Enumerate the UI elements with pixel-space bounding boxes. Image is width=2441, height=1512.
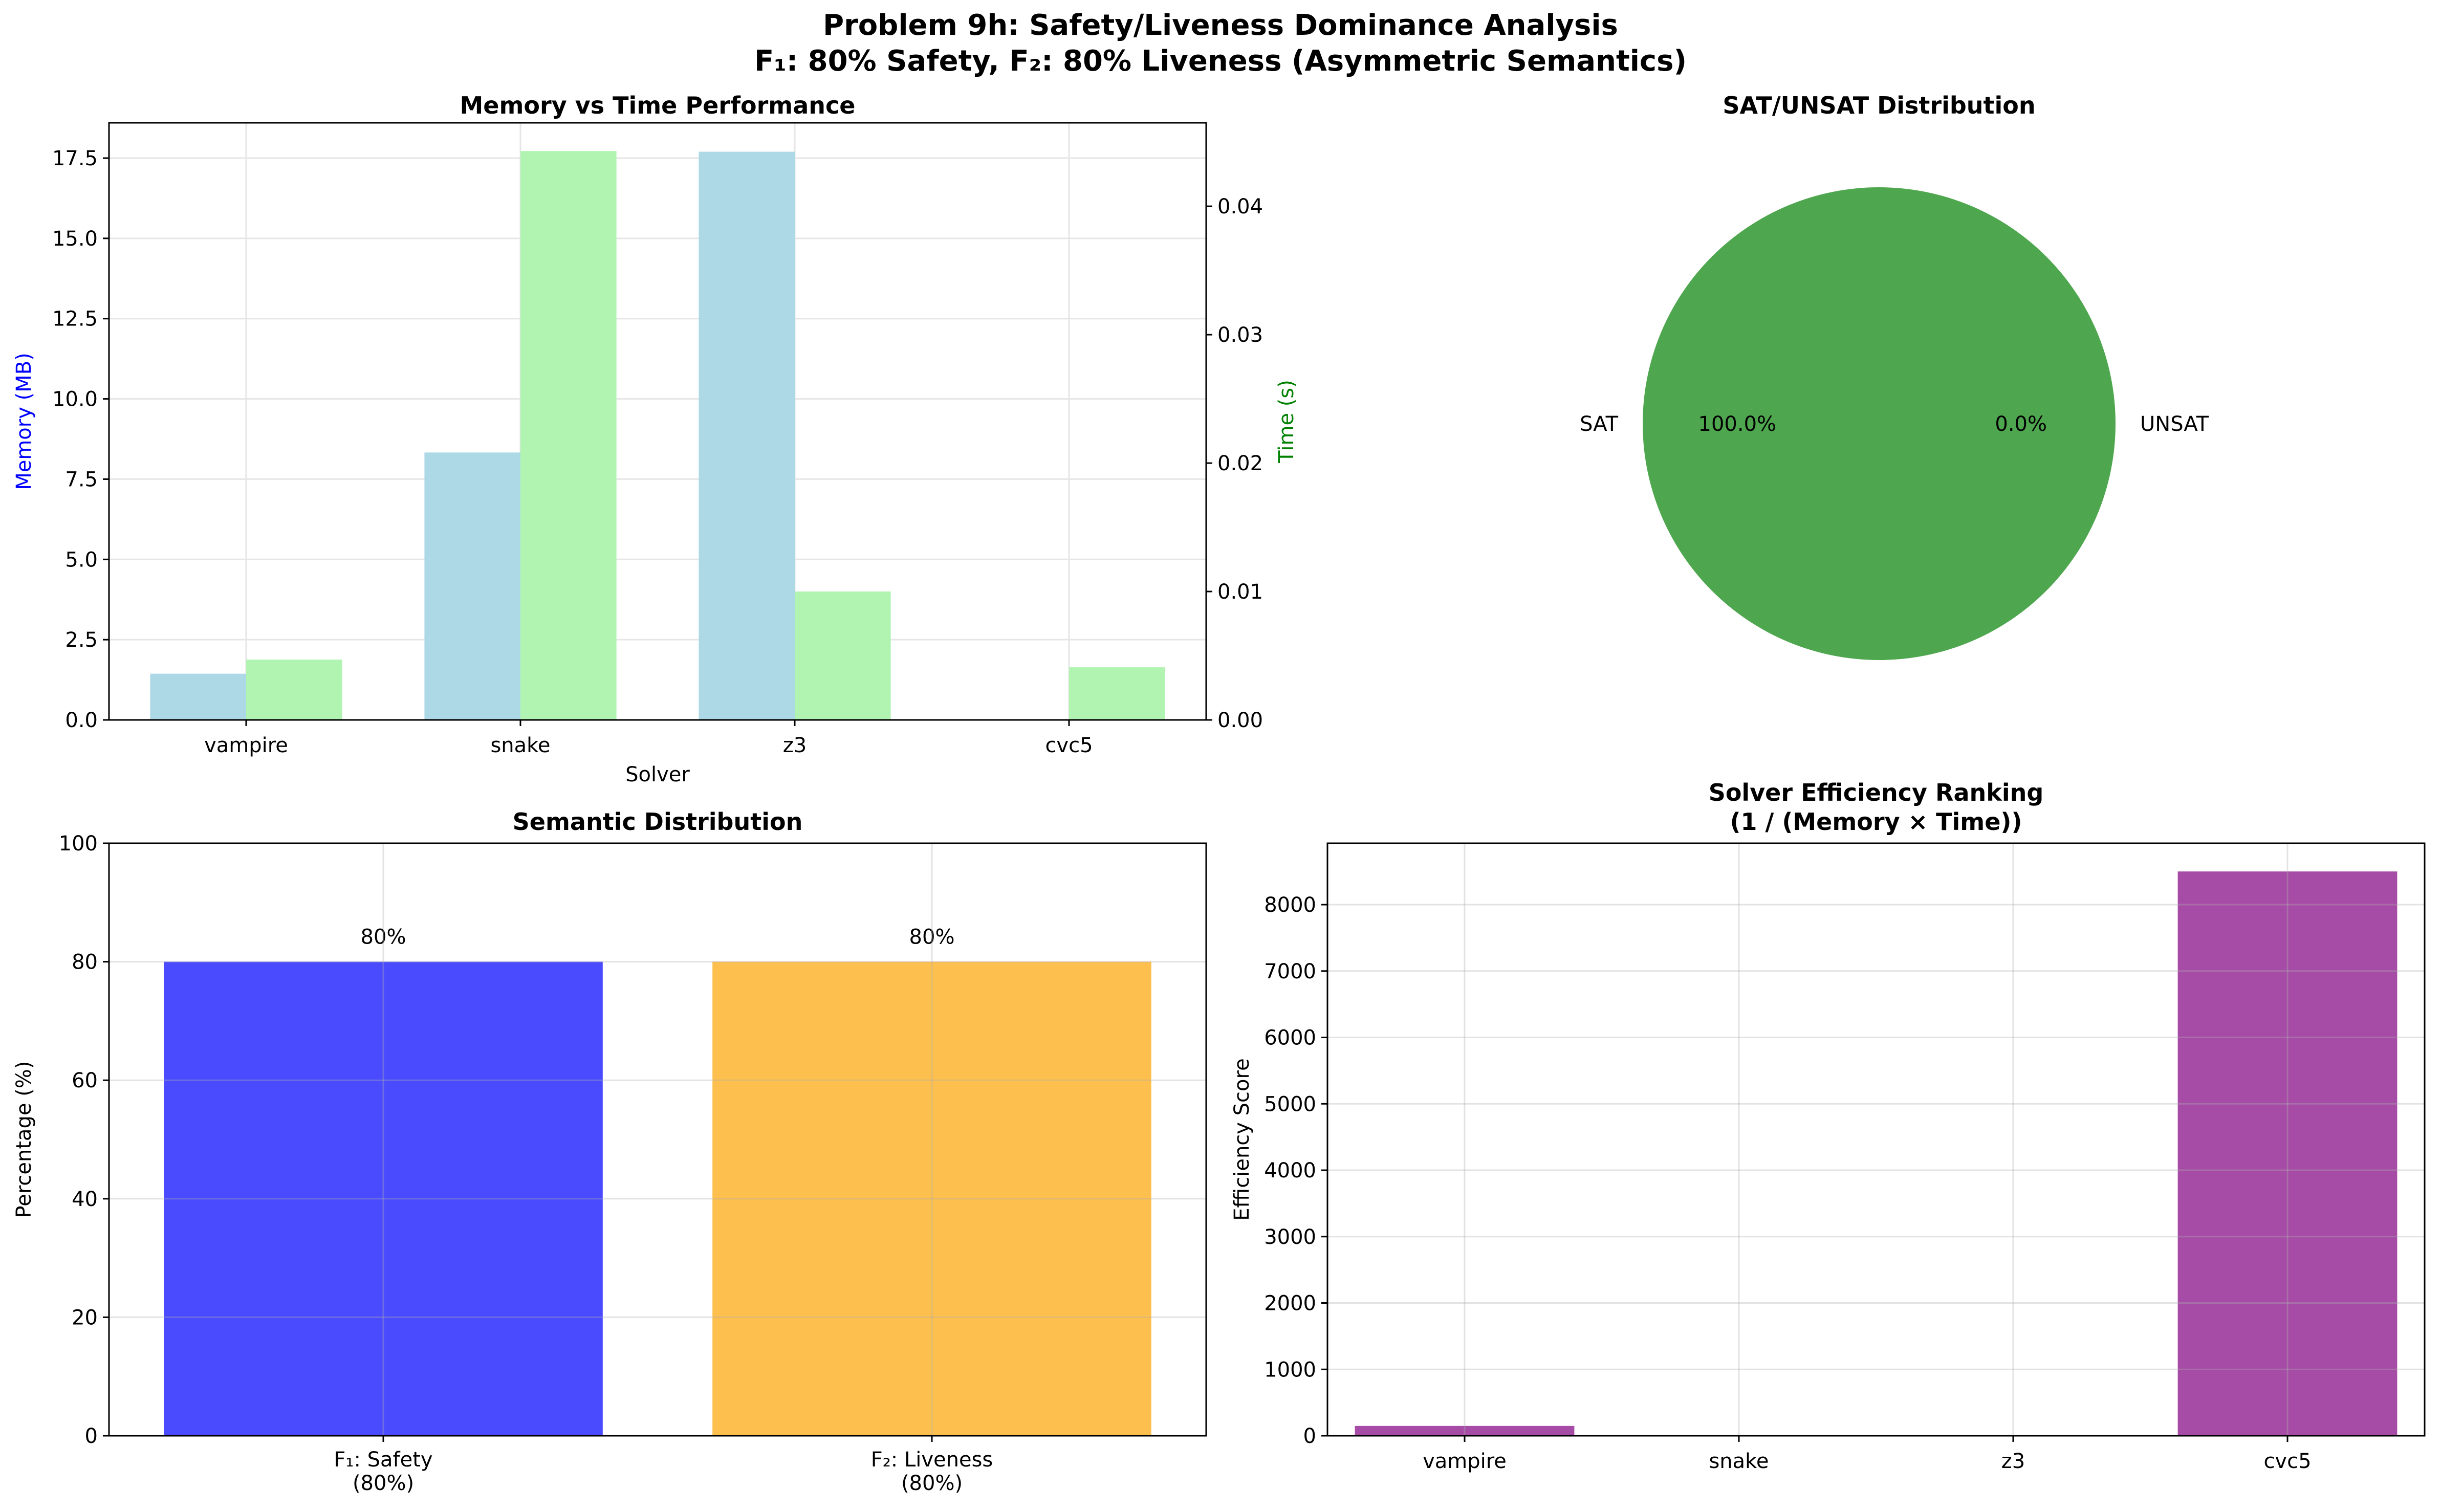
figure-title-line1: Problem 9h: Safety/Liveness Dominance An… <box>823 9 1618 42</box>
semantic-bar <box>712 961 1151 1436</box>
y-tick-label: 7000 <box>1264 960 1316 983</box>
sat-unsat-pie-chart: SAT UNSAT 100.0% 0.0% SAT/UNSAT Distribution <box>1580 92 2209 660</box>
chart-title: Semantic Distribution <box>513 808 803 836</box>
x-tick-label: snake <box>490 734 550 757</box>
y2-tick-label: 0.02 <box>1217 452 1263 475</box>
y-tick-label: 6000 <box>1264 1026 1316 1050</box>
y-tick-label: 100 <box>59 832 98 856</box>
memory-time-chart: 0.0 2.5 5.0 7.5 10.0 12.5 15.0 17.5 0.00 0.01 0.02… <box>12 92 1298 786</box>
y2-tick-label: 0.00 <box>1217 709 1263 732</box>
x-tick-label: z3 <box>2001 1450 2025 1473</box>
y-tick-label: 80 <box>72 951 98 974</box>
y-tick-label: 20 <box>72 1306 98 1329</box>
y-tick-label: 4000 <box>1264 1159 1316 1182</box>
semantic-bar <box>164 961 603 1436</box>
x-axis-label: Solver <box>625 763 690 786</box>
y-axis-label: Percentage (%) <box>12 1061 36 1218</box>
y2-axis-label: Time (s) <box>1275 380 1298 464</box>
y-axis-label: Memory (MB) <box>12 353 36 490</box>
x-tick-label: vampire <box>1423 1450 1507 1473</box>
x-tick-label: cvc5 <box>1045 734 1093 757</box>
efficiency-bar <box>2177 871 2398 1436</box>
memory-bar <box>424 452 520 720</box>
time-bar <box>1069 667 1165 720</box>
bar-data-label: 80% <box>909 926 955 949</box>
time-bar <box>520 151 617 720</box>
y-axis-label: Efficiency Score <box>1230 1058 1254 1220</box>
y-tick-label: 5.0 <box>65 548 98 572</box>
y-tick-label: 0 <box>1303 1425 1316 1448</box>
pie-pct-sat: 100.0% <box>1698 412 1777 436</box>
chart-title: Solver Efficiency Ranking (1 / (Memory × … <box>1709 779 2044 836</box>
pie-pct-unsat: 0.0% <box>1995 412 2047 436</box>
memory-bar <box>150 673 246 720</box>
y2-tick-label: 0.04 <box>1217 195 1263 218</box>
time-bar <box>795 591 891 720</box>
bar-data-label: 80% <box>361 926 406 949</box>
y2-tick-label: 0.01 <box>1217 580 1263 604</box>
x-tick-label: z3 <box>783 734 807 757</box>
y-tick-label: 2000 <box>1264 1292 1316 1316</box>
x-tick-label: F₁: Safety (80%) <box>334 1448 432 1495</box>
y-tick-label: 2.5 <box>65 628 98 652</box>
pie-label-unsat: UNSAT <box>2140 412 2209 436</box>
chart-title: SAT/UNSAT Distribution <box>1723 92 2035 119</box>
y-tick-label: 15.0 <box>52 227 98 251</box>
pie-label-sat: SAT <box>1580 412 1618 436</box>
axes-frame <box>108 122 1207 721</box>
y-tick-label: 5000 <box>1264 1092 1316 1116</box>
y-tick-label: 40 <box>72 1188 98 1211</box>
semantic-distribution-chart: 80% 80% 0 20 40 60 80 100 F₁: Safety (80%) F₂: Liv… <box>12 808 1207 1495</box>
time-bar <box>246 660 342 720</box>
y-tick-label: 3000 <box>1264 1225 1316 1249</box>
x-tick-label: vampire <box>204 734 288 757</box>
axes-frame <box>1326 842 2426 1437</box>
chart-title: Memory vs Time Performance <box>460 92 856 119</box>
pie-slice-sat <box>1643 187 2116 660</box>
x-tick-label: cvc5 <box>2263 1450 2311 1473</box>
y-tick-label: 10.0 <box>52 388 98 411</box>
x-tick-label: F₂: Liveness (80%) <box>871 1448 993 1495</box>
y-tick-label: 60 <box>72 1069 98 1092</box>
y-tick-label: 17.5 <box>52 147 98 170</box>
x-tick-label: snake <box>1709 1450 1769 1473</box>
y-tick-label: 1000 <box>1264 1358 1316 1382</box>
efficiency-bar <box>1355 1426 1575 1436</box>
y-tick-label: 12.5 <box>52 308 98 331</box>
efficiency-ranking-chart: 0 1000 2000 3000 4000 5000 6000 7000 8000 vampire… <box>1230 779 2426 1473</box>
y-tick-label: 7.5 <box>65 468 98 491</box>
y-tick-label: 0 <box>85 1425 98 1448</box>
axes-frame <box>108 842 1207 1437</box>
y-tick-label: 8000 <box>1264 893 1316 917</box>
y-tick-label: 0.0 <box>65 709 98 732</box>
figure-title-line2: F₁: 80% Safety, F₂: 80% Liveness (Asymme… <box>754 45 1687 78</box>
y2-tick-label: 0.03 <box>1217 323 1263 347</box>
memory-bar <box>699 151 795 720</box>
